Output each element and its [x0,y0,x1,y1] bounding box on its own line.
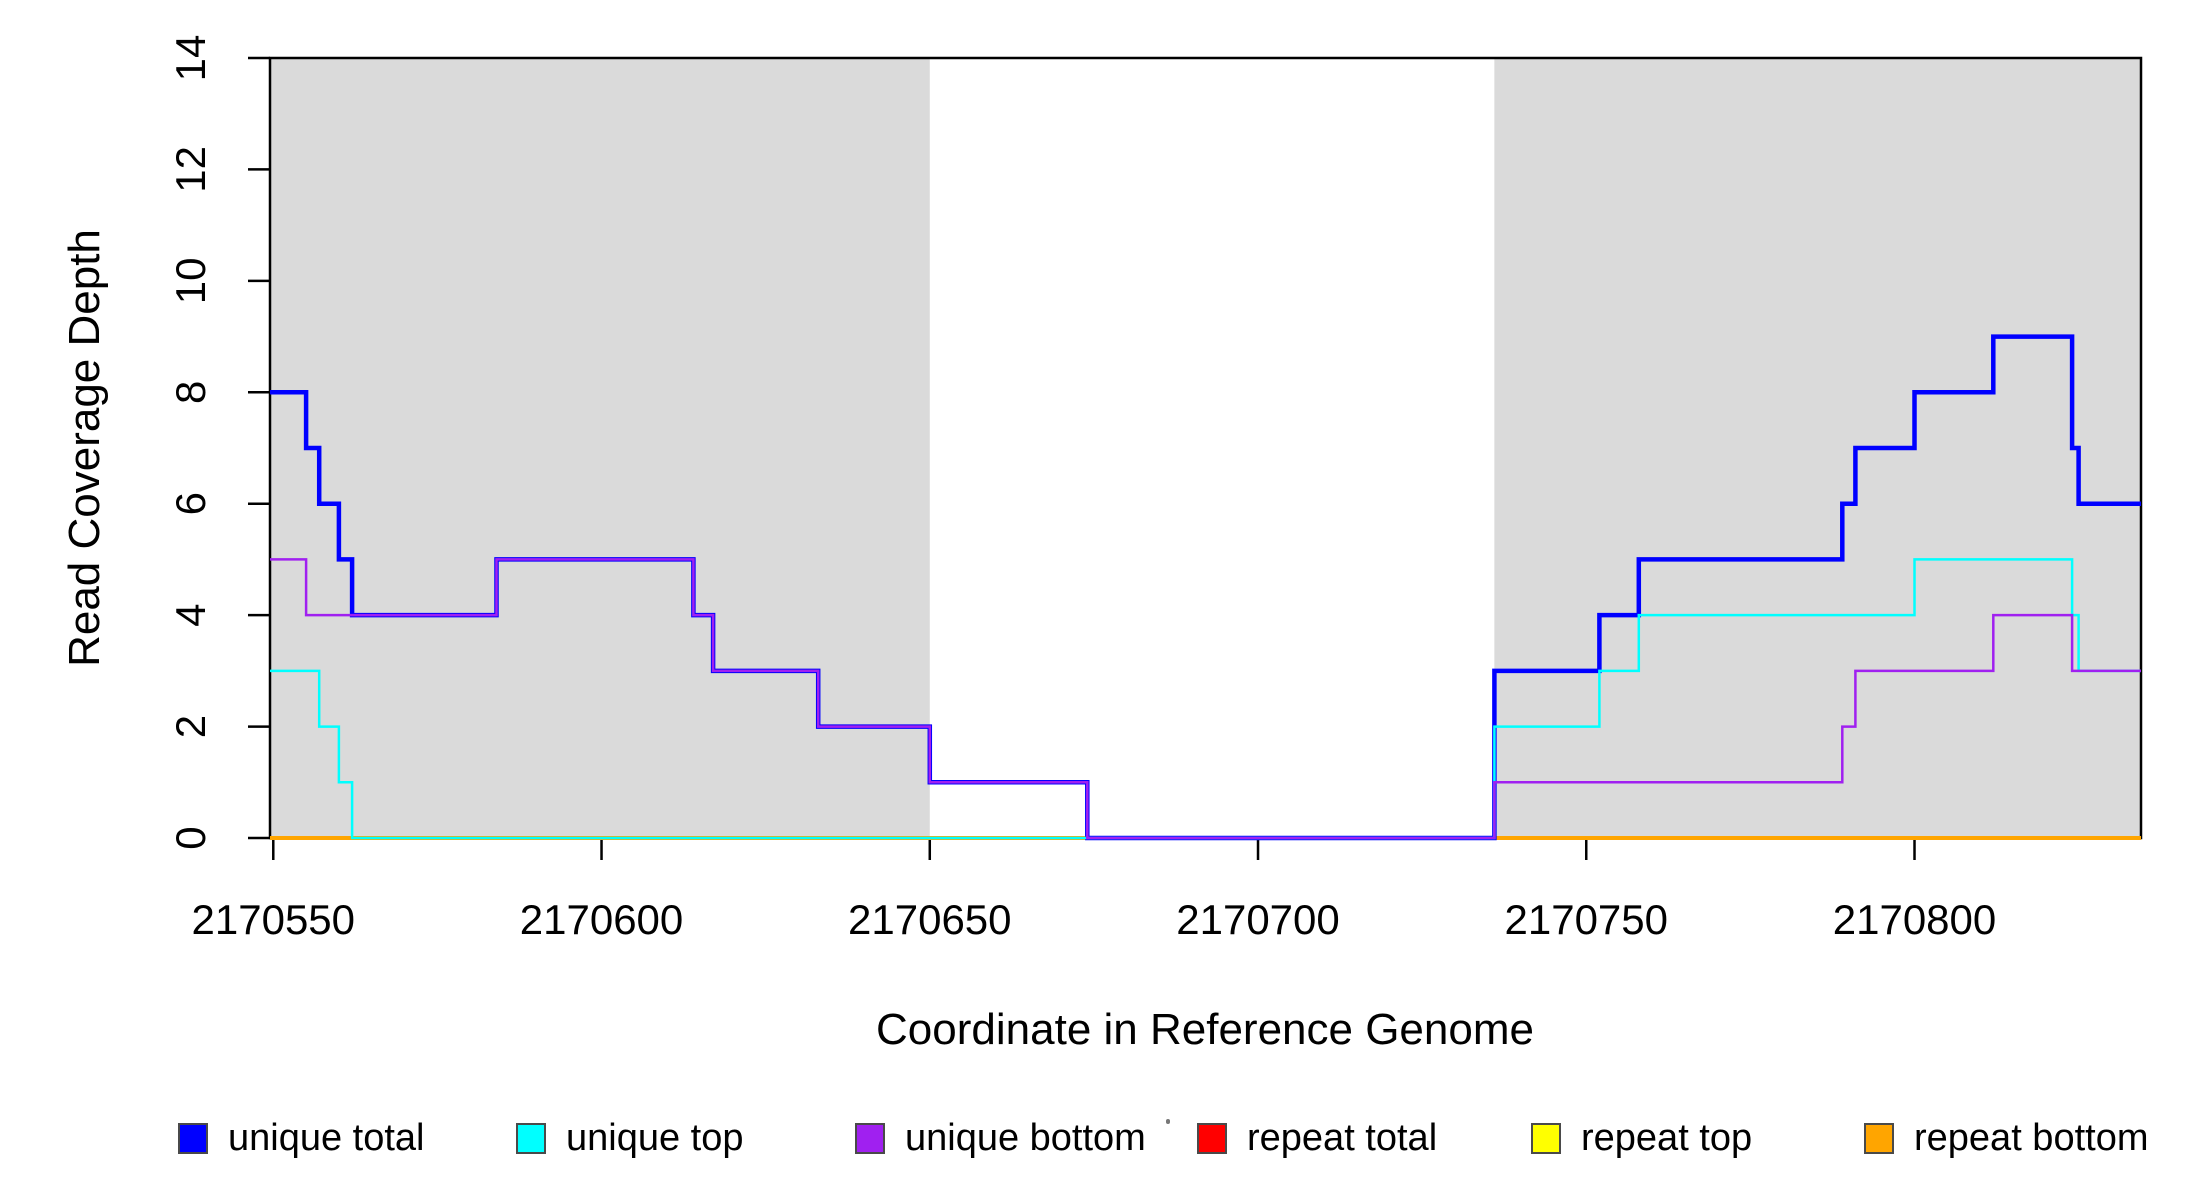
repeat-top-swatch [1531,1122,1561,1154]
legend-label: unique total [228,1116,425,1159]
legend-item-repeat-bottom: repeat bottom [1864,1116,2149,1159]
legend-label: unique top [566,1116,744,1159]
legend-item-repeat-top: repeat top [1531,1116,1753,1159]
legend-label: repeat bottom [1914,1116,2149,1159]
y-tick-label: 6 [167,492,214,515]
y-tick-label: 10 [167,257,214,304]
unique-total-swatch [178,1122,208,1154]
repeat-total-swatch [1197,1122,1227,1154]
stray-dot-artifact [1166,1119,1170,1124]
shaded-region [270,58,930,838]
x-tick-label: 2170700 [1176,896,1340,943]
y-tick-label: 8 [167,381,214,404]
y-tick-label: 0 [167,826,214,849]
legend-label: repeat top [1581,1116,1753,1159]
x-tick-label: 2170800 [1833,896,1997,943]
y-tick-label: 4 [167,603,214,626]
x-tick-label: 2170600 [520,896,684,943]
y-axis-title: Read Coverage Depth [60,229,109,667]
unique-top-swatch [516,1122,546,1154]
legend-label: repeat total [1247,1116,1438,1159]
legend: unique total unique top unique bottom re… [0,1116,2200,1164]
repeat-bottom-swatch [1864,1122,1894,1154]
x-tick-label: 2170650 [848,896,1012,943]
unique-bottom-swatch [855,1122,885,1154]
series-line-unique-top [270,558,2141,840]
y-tick-label: 14 [167,35,214,82]
x-tick-label: 2170750 [1505,896,1669,943]
y-tick-label: 12 [167,146,214,193]
legend-item-unique-top: unique top [516,1116,744,1159]
y-tick-label: 2 [167,715,214,738]
legend-label: unique bottom [905,1116,1146,1159]
shaded-region [1494,58,2141,838]
legend-item-repeat-total: repeat total [1197,1116,1438,1159]
x-axis-title: Coordinate in Reference Genome [876,1005,1534,1054]
legend-item-unique-total: unique total [178,1116,425,1159]
legend-item-unique-bottom: unique bottom [855,1116,1146,1159]
series-line-unique-bottom [270,558,2141,840]
x-tick-label: 2170550 [192,896,356,943]
